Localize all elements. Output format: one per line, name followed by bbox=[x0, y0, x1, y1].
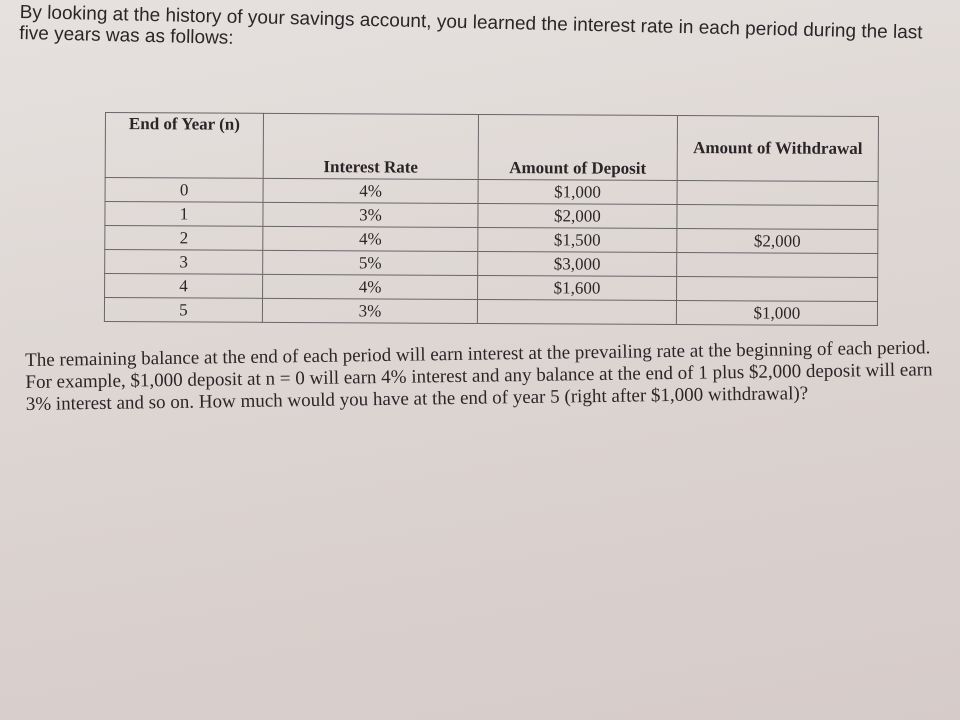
cell-deposit bbox=[477, 299, 677, 325]
cell-withdrawal: $2,000 bbox=[676, 228, 878, 254]
intro-text: By looking at the history of your saving… bbox=[19, 2, 923, 49]
cell-withdrawal bbox=[676, 276, 878, 302]
cell-deposit: $1,000 bbox=[478, 179, 678, 205]
header-withdrawal: Amount of Withdrawal bbox=[677, 115, 879, 182]
cell-withdrawal bbox=[677, 180, 879, 206]
cell-rate: 4% bbox=[262, 226, 478, 252]
cell-year: 1 bbox=[104, 201, 264, 227]
cell-rate: 5% bbox=[262, 250, 478, 276]
question-text: The remaining balance at the end of each… bbox=[25, 337, 933, 415]
cell-rate: 4% bbox=[262, 274, 478, 300]
cell-deposit: $1,600 bbox=[477, 275, 677, 301]
cell-rate: 3% bbox=[262, 202, 479, 228]
cell-withdrawal bbox=[676, 204, 879, 230]
header-rate: Interest Rate bbox=[263, 113, 479, 180]
header-deposit: Amount of Deposit bbox=[478, 114, 678, 181]
cell-withdrawal: $1,000 bbox=[676, 300, 878, 326]
cell-year: 0 bbox=[105, 177, 264, 203]
cell-deposit: $2,000 bbox=[477, 203, 678, 229]
cell-year: 5 bbox=[104, 297, 263, 323]
header-row: End of Year (n) Interest Rate Amount of … bbox=[105, 112, 879, 182]
cell-year: 4 bbox=[104, 273, 263, 299]
cell-deposit: $1,500 bbox=[477, 227, 677, 253]
cell-withdrawal bbox=[676, 252, 878, 278]
header-year: End of Year (n) bbox=[105, 112, 264, 179]
cell-year: 2 bbox=[104, 225, 263, 251]
cell-rate: 4% bbox=[263, 178, 479, 204]
table-row: 5 3% $1,000 bbox=[104, 297, 878, 326]
cell-deposit: $3,000 bbox=[477, 251, 677, 277]
cell-rate: 3% bbox=[262, 298, 478, 324]
cell-year: 3 bbox=[104, 249, 263, 275]
savings-table: End of Year (n) Interest Rate Amount of … bbox=[104, 112, 879, 326]
